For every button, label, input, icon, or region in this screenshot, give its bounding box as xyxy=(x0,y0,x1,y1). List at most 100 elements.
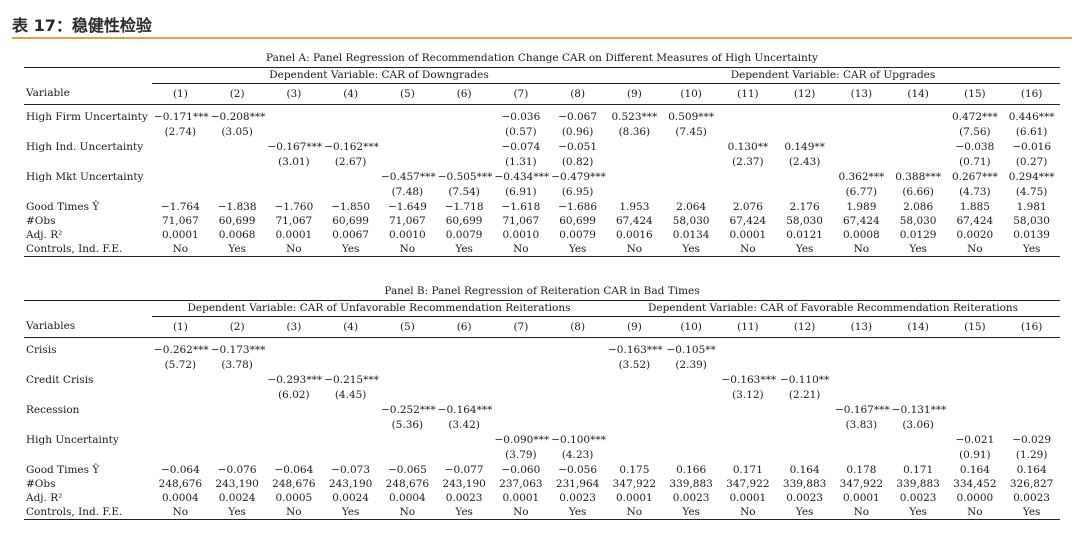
stat-cell: Yes xyxy=(549,505,606,520)
stat-cell: 334,452 xyxy=(953,478,997,490)
coef-cell xyxy=(436,110,493,125)
stat-cell: 339,883 xyxy=(782,478,827,490)
coef-cell xyxy=(493,343,550,358)
coef-cell xyxy=(606,403,663,418)
column-header: (5) xyxy=(379,83,436,105)
tstat-cell xyxy=(833,358,890,373)
group-header-right: Dependent Variable: CAR of Favorable Rec… xyxy=(606,300,1061,317)
coef-cell: −0.021 xyxy=(955,434,995,446)
group-header-left: Dependent Variable: CAR of Downgrades xyxy=(152,67,606,84)
stat-label: Controls, Ind. F.E. xyxy=(24,242,152,257)
coef-cell: −0.038 xyxy=(955,141,995,153)
stat-cell: 0.171 xyxy=(903,464,934,476)
tstat-cell: (6.66) xyxy=(902,186,934,198)
coef-cell: −0.016 xyxy=(1012,141,1052,153)
column-header: (7) xyxy=(492,316,550,338)
coef-cell xyxy=(379,433,436,448)
tstat-cell xyxy=(606,185,663,200)
tstat-cell xyxy=(549,388,606,403)
coef-cell: −0.090*** xyxy=(494,434,550,446)
coef-cell xyxy=(152,140,209,155)
tstat-cell xyxy=(890,448,947,463)
coef-cell xyxy=(1003,343,1060,358)
coef-cell xyxy=(833,373,890,388)
tstat-cell: (5.36) xyxy=(391,419,424,431)
coef-row: High Ind. Uncertainty −0.167*** −0.162*** −… xyxy=(24,140,1060,155)
coef-cell: −0.131*** xyxy=(891,404,947,416)
stat-cell: −1.686 xyxy=(558,201,598,213)
panel-caption: Panel A: Panel Regression of Recommendat… xyxy=(24,50,1060,68)
coef-cell xyxy=(266,170,323,185)
tstat-cell xyxy=(720,185,777,200)
column-header: (1) xyxy=(152,316,209,338)
tstat-cell xyxy=(890,155,947,170)
tstat-cell xyxy=(890,388,947,403)
stat-cell: 0.0024 xyxy=(218,492,256,504)
stat-cell: 58,030 xyxy=(672,215,710,227)
coef-cell xyxy=(890,343,947,358)
coef-cell: −0.164*** xyxy=(437,404,493,416)
tstat-cell xyxy=(890,125,947,140)
stat-cell: 60,699 xyxy=(445,215,483,227)
tstat-cell: (2.43) xyxy=(788,156,821,168)
stat-row: Controls, Ind. F.E. No Yes No Yes No Yes No Yes N… xyxy=(24,242,1060,257)
column-header: (12) xyxy=(776,83,833,105)
stat-cell: 0.0129 xyxy=(899,229,937,241)
stat-cell: 0.0001 xyxy=(729,229,767,241)
column-header: (13) xyxy=(833,316,890,338)
variable-header: Variable xyxy=(24,83,152,105)
coef-cell: −0.173*** xyxy=(210,344,266,356)
tstat-cell xyxy=(833,125,890,140)
column-header: (4) xyxy=(322,316,379,338)
stat-cell: Yes xyxy=(889,505,947,520)
row-label: High Firm Uncertainty xyxy=(26,111,148,123)
coef-row: High Firm Uncertainty −0.171*** −0.208*** −… xyxy=(24,110,1060,125)
stat-cell: −1.838 xyxy=(217,201,257,213)
column-header: (13) xyxy=(833,83,890,105)
tstat-cell: (1.29) xyxy=(1015,449,1048,461)
stat-cell: 71,067 xyxy=(502,215,540,227)
stat-cell: Yes xyxy=(208,505,266,520)
panel-caption: Panel B: Panel Regression of Reiteration… xyxy=(24,283,1061,301)
tstat-cell xyxy=(1003,418,1060,433)
stat-cell: 0.0001 xyxy=(729,492,767,504)
coef-cell: −0.036 xyxy=(501,111,541,123)
tstat-cell xyxy=(436,125,493,140)
group-spacer xyxy=(24,301,152,317)
coef-cell xyxy=(549,403,606,418)
coef-cell xyxy=(720,170,777,185)
tstat-cell xyxy=(152,448,209,463)
column-header: (5) xyxy=(379,316,436,338)
tstat-cell xyxy=(549,418,606,433)
stat-cell: 1.953 xyxy=(619,201,650,213)
coef-cell: 0.388*** xyxy=(895,171,942,183)
tstat-cell: (0.27) xyxy=(1015,156,1048,168)
panel-b-table: Panel B: Panel Regression of Reiteration… xyxy=(24,283,1061,520)
tstat-cell xyxy=(663,448,720,463)
group-header-left: Dependent Variable: CAR of Unfavorable R… xyxy=(152,300,606,317)
coef-cell xyxy=(890,433,947,448)
stat-cell: 243,190 xyxy=(442,478,486,490)
variable-header: Variables xyxy=(24,316,152,338)
tstat-cell xyxy=(549,358,606,373)
stat-cell: Yes xyxy=(889,242,947,257)
coef-cell xyxy=(322,170,379,185)
tstat-cell xyxy=(606,448,663,463)
stat-cell: 67,424 xyxy=(729,215,767,227)
tstat-cell xyxy=(720,418,777,433)
tstat-cell xyxy=(322,125,379,140)
tstat-cell xyxy=(379,388,436,403)
stat-row: #Obs 248,676 243,190 248,676 243,190 248,676 2… xyxy=(24,477,1060,491)
stat-row: Adj. R² 0.0004 0.0024 0.0005 0.0024 0.0004 0.0… xyxy=(24,491,1060,505)
coef-cell xyxy=(322,433,379,448)
coef-cell xyxy=(493,403,550,418)
tstat-cell xyxy=(322,185,379,200)
stat-cell: 60,699 xyxy=(332,215,369,227)
page-title: 表 17：稳健性检验 xyxy=(12,16,152,35)
tstat-cell: (1.31) xyxy=(505,156,537,168)
stat-cell: 71,067 xyxy=(389,215,426,227)
coef-cell: −0.110** xyxy=(779,374,830,386)
tstat-cell xyxy=(266,125,323,140)
column-header: (11) xyxy=(719,316,777,338)
row-label-blank xyxy=(24,155,152,170)
